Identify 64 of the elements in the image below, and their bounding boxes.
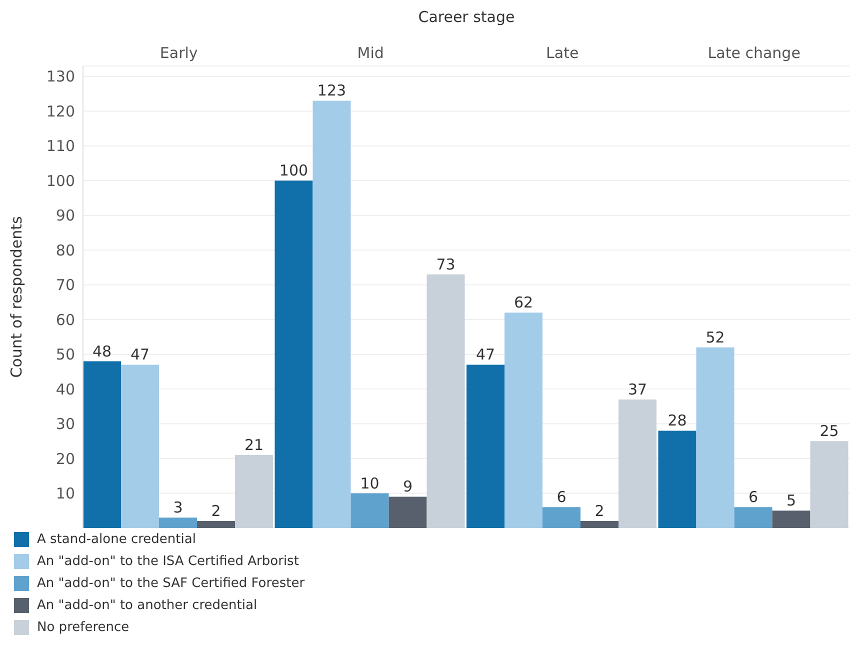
legend-label: A stand-alone credential (37, 532, 196, 546)
y-tick-label: 10 (56, 484, 75, 503)
bar (83, 361, 121, 528)
bar (274, 180, 313, 528)
y-tick-label: 70 (56, 276, 75, 294)
data-label: 37 (628, 380, 648, 398)
bar (696, 347, 734, 528)
data-label: 25 (820, 422, 839, 440)
data-label: 48 (92, 342, 112, 360)
y-axis-title: Count of respondents (7, 216, 26, 378)
y-tick-label: 100 (46, 172, 75, 190)
data-label: 21 (244, 436, 264, 454)
legend-label: No preference (37, 620, 130, 634)
bar (312, 100, 351, 528)
x-tick-label: Late (546, 44, 579, 62)
bar (121, 364, 159, 528)
x-tick-label: Mid (357, 44, 384, 62)
y-tick-label: 90 (56, 206, 75, 225)
x-tick-label: Early (160, 44, 198, 62)
bar (580, 521, 618, 528)
y-tick-label: 40 (56, 380, 75, 398)
data-label: 100 (279, 162, 308, 180)
legend-label: An "add-on" to the ISA Certified Arborist (37, 554, 299, 568)
bar (658, 430, 696, 528)
data-label: 5 (786, 492, 796, 510)
y-tick-label: 20 (56, 450, 75, 468)
data-label: 47 (130, 346, 150, 364)
data-label: 52 (706, 328, 725, 346)
data-label: 10 (360, 474, 380, 492)
data-label: 2 (594, 502, 604, 520)
data-label: 123 (317, 82, 346, 100)
y-tick-label: 60 (56, 310, 75, 329)
x-axis-title: Career stage (417, 8, 516, 26)
y-tick-label: 80 (56, 241, 75, 260)
bar (542, 507, 580, 528)
bar (388, 496, 427, 528)
bar (159, 518, 197, 528)
bar (350, 493, 389, 528)
bar (504, 312, 542, 528)
bar (426, 274, 465, 528)
data-label: 3 (173, 498, 183, 517)
bar (197, 521, 235, 528)
legend-label: An "add-on" to another credential (37, 598, 258, 612)
y-tick-label: 50 (56, 346, 75, 364)
data-label: 73 (436, 255, 456, 274)
bar (235, 455, 273, 528)
legend-label: An "add-on" to the SAF Certified Forester (37, 576, 305, 590)
y-tick-label: 110 (46, 137, 75, 156)
data-label: 2 (211, 502, 221, 520)
bar (734, 507, 772, 528)
bar (810, 441, 848, 528)
y-tick-label: 120 (46, 102, 75, 120)
data-label: 6 (556, 488, 566, 506)
bar (618, 399, 656, 528)
bar (772, 510, 810, 528)
y-tick-label: 30 (56, 415, 75, 434)
data-label: 9 (402, 478, 413, 496)
data-label: 62 (514, 294, 534, 312)
data-label: 28 (668, 412, 687, 430)
data-label: 6 (748, 488, 758, 506)
y-tick-label: 130 (46, 68, 75, 86)
data-label: 47 (476, 346, 496, 364)
bar (466, 364, 504, 528)
x-tick-label: Late change (708, 44, 800, 62)
